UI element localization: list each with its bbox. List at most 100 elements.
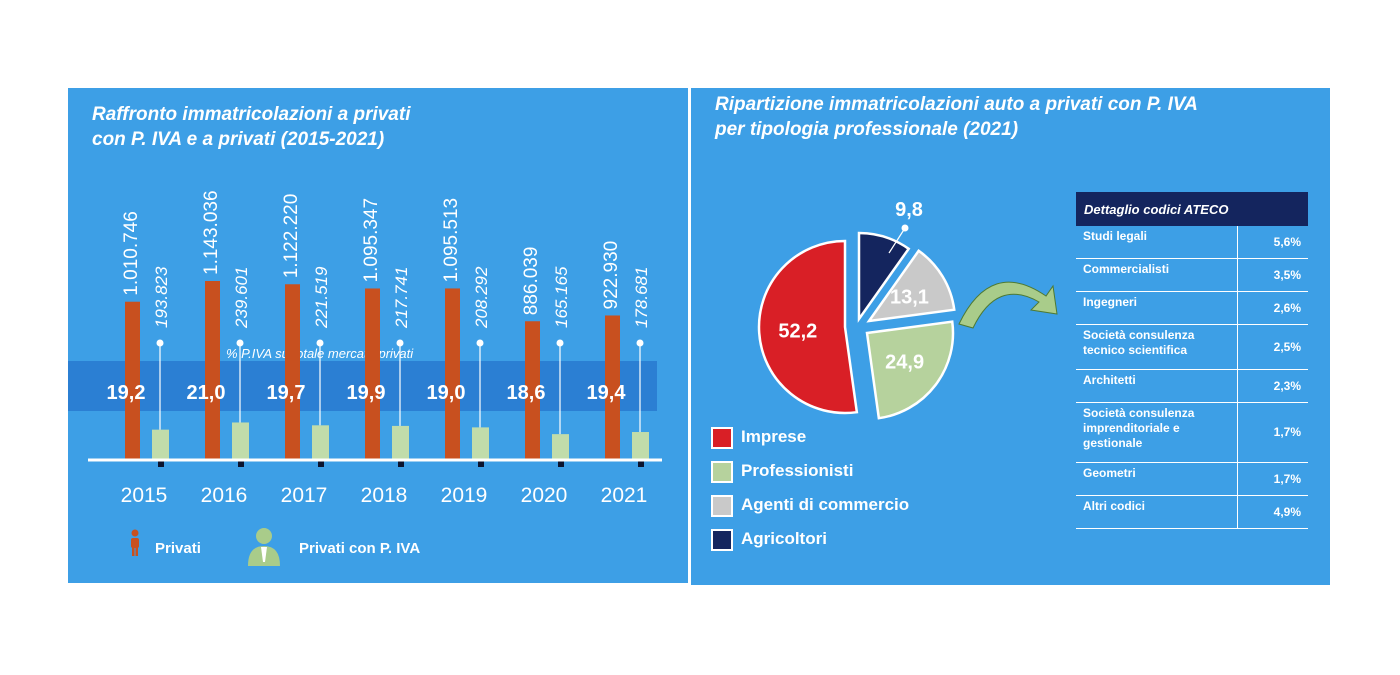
legend-label-piva: Privati con P. IVA: [299, 540, 420, 557]
person-icon-leg: [135, 547, 138, 556]
ateco-code-label-line: Altri codici: [1083, 499, 1146, 513]
privati-value-label: 1.095.513: [441, 198, 462, 283]
year-tick: [158, 461, 164, 467]
ateco-code-label: Società consulenza imprenditoriale e gesti…: [1076, 402, 1238, 463]
year-label: 2021: [601, 484, 648, 507]
ateco-code-label: Ingegneri: [1076, 291, 1238, 325]
bar-privati: [205, 281, 220, 460]
privati-value-label: 886.039: [521, 247, 542, 316]
businessman-icon-tie: [261, 547, 267, 562]
ateco-code-label-line: Società consulenza: [1083, 328, 1195, 342]
pie-slice-professionisti: [865, 320, 955, 420]
piva-value-label: 221.519: [312, 266, 331, 329]
year-label: 2016: [201, 484, 248, 507]
bar-privati-piva: [312, 425, 329, 460]
ateco-code-percentage: 2,5%: [1237, 324, 1308, 370]
pie-legend-swatch: [711, 494, 733, 517]
ateco-table-header: Dettaglio codici ATECO: [1076, 192, 1308, 226]
ateco-code-label-line: Studi legali: [1083, 229, 1148, 243]
pie-legend-swatch: [711, 460, 733, 483]
ateco-table-row: Geometri 1,7%: [1076, 462, 1308, 496]
share-value: 21,0: [187, 382, 226, 404]
share-value: 18,6: [507, 382, 546, 404]
share-value: 19,2: [107, 382, 146, 404]
ateco-code-label-line: Società consulenza: [1083, 406, 1195, 420]
legend-label-privati: Privati: [155, 540, 201, 557]
share-value: 19,9: [347, 382, 386, 404]
pie-slice-agricoltori: [857, 231, 911, 323]
piva-pin-dot: [556, 339, 564, 347]
pie-chart-canvas: 52,2 24,9 13,1 9,8: [757, 199, 1058, 420]
bar-privati-piva: [552, 434, 569, 460]
piva-pin-dot: [476, 339, 484, 347]
ateco-code-label-line: Commercialisti: [1083, 262, 1170, 276]
share-band: [68, 361, 657, 411]
bar-privati: [605, 315, 620, 460]
bar-privati-piva: [632, 432, 649, 460]
year-tick: [318, 461, 324, 467]
ateco-code-percentage: 5,6%: [1237, 226, 1308, 259]
pie-legend-label: Agricoltori: [741, 529, 827, 548]
ateco-code-percentage: 2,6%: [1237, 291, 1308, 325]
share-value: 19,4: [587, 382, 627, 404]
ateco-code-percentage: 1,7%: [1237, 402, 1308, 463]
bar-chart-canvas: % P.IVA su totale mercato privati1.010.7…: [68, 190, 662, 566]
pie-slice-imprese: [757, 239, 859, 415]
ateco-code-percentage: 1,7%: [1237, 462, 1308, 496]
pie-legend-label: Imprese: [741, 427, 807, 446]
ateco-code-label-line: Architetti: [1083, 373, 1136, 387]
ateco-code-label: Commercialisti: [1076, 258, 1238, 292]
ateco-code-label: Geometri: [1076, 462, 1238, 496]
piva-value-label: 239.601: [232, 267, 251, 329]
bar-chart-panel: Raffronto immatricolazioni a privati con…: [68, 88, 688, 583]
bar-privati-piva: [392, 425, 409, 460]
piva-pin-dot: [396, 339, 404, 347]
pie-slice-agenti-di-commercio: [866, 249, 956, 323]
ateco-table-row: Architetti 2,3%: [1076, 369, 1308, 403]
ateco-code-label-line: imprenditoriale e: [1083, 421, 1180, 435]
bar-privati: [285, 284, 300, 460]
pie-legend-swatch: [711, 426, 733, 449]
ateco-code-label-line: gestionale: [1083, 436, 1143, 450]
bar-privati: [365, 288, 380, 460]
ateco-table-row: Commercialisti 3,5%: [1076, 258, 1308, 292]
pie-legend-label: Professionisti: [741, 461, 854, 480]
pie-slice-label: 13,1: [890, 287, 929, 309]
ateco-code-label-line: Geometri: [1083, 466, 1136, 480]
person-icon-head: [131, 529, 139, 537]
pie-legend: Imprese Professionisti Agenti di commercio…: [711, 426, 910, 564]
ateco-table-row: Società consulenza imprenditoriale e gesti…: [1076, 402, 1308, 463]
pie-chart-title-line: per tipologia professionale (2021): [715, 119, 1019, 140]
share-value: 19,0: [427, 382, 466, 404]
privati-value-label: 1.010.746: [121, 211, 142, 296]
year-label: 2019: [441, 484, 488, 507]
ateco-table-row: Altri codici 4,9%: [1076, 495, 1308, 529]
pie-pin-line: [888, 227, 906, 254]
ateco-code-label: Società consulenza tecnico scientifica: [1076, 324, 1238, 370]
ateco-code-label-line: tecnico scientifica: [1083, 343, 1188, 357]
ateco-code-label-line: Ingegneri: [1083, 295, 1138, 309]
year-tick: [398, 461, 404, 467]
bar-chart-title: Raffronto immatricolazioni a privati con…: [92, 102, 410, 152]
pie-legend-item: Imprese: [711, 426, 909, 462]
curved-arrow-icon: [958, 281, 1058, 329]
pie-legend-item: Agenti di commercio: [711, 494, 910, 530]
year-label: 2018: [361, 484, 408, 507]
ateco-code-label: Architetti: [1076, 369, 1238, 403]
ateco-table-row: Ingegneri 2,6%: [1076, 291, 1308, 325]
share-value: 19,7: [267, 382, 306, 404]
piva-value-label: 217.741: [392, 267, 411, 329]
businessman-icon: [248, 528, 280, 566]
pie-chart-title-line: Ripartizione immatricolazioni auto a pri…: [715, 94, 1198, 115]
ateco-code-percentage: 2,3%: [1237, 369, 1308, 403]
year-tick: [558, 461, 564, 467]
privati-value-label: 1.095.347: [361, 198, 382, 283]
privati-value-label: 922.930: [601, 241, 622, 310]
pie-legend-label: Agenti di commercio: [741, 495, 910, 514]
piva-pin-dot: [236, 339, 244, 347]
piva-pin-dot: [636, 339, 644, 347]
businessman-icon-head: [256, 528, 272, 544]
person-icon-body: [131, 538, 139, 548]
bar-privati: [525, 321, 540, 460]
ateco-code-label: Studi legali: [1076, 226, 1238, 259]
